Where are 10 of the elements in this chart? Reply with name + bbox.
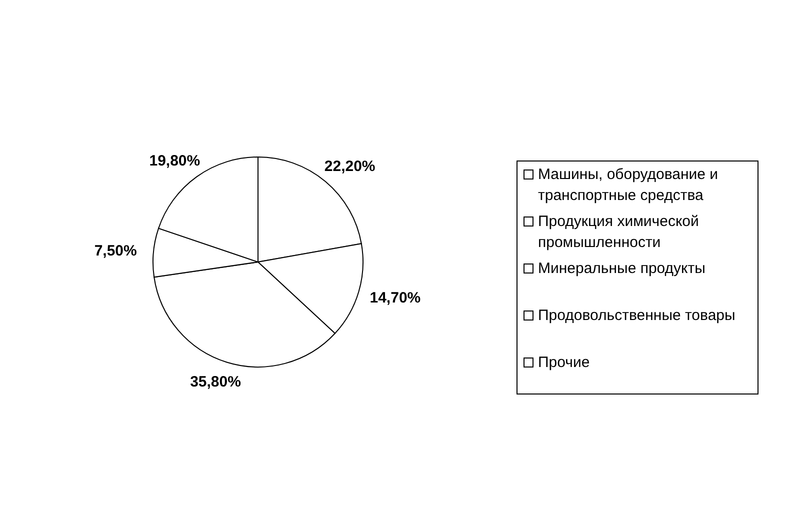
data-label: 19,80% xyxy=(149,152,200,170)
data-label: 35,80% xyxy=(190,373,241,390)
legend-label: Минеральные продукты xyxy=(538,260,706,277)
legend-label: Машины, оборудование и транспортные средства xyxy=(538,166,718,204)
legend-label: Продовольственные товары xyxy=(538,307,736,324)
legend-label: Прочие xyxy=(538,354,590,371)
data-label: 7,50% xyxy=(94,242,137,260)
data-label: 14,70% xyxy=(370,289,421,306)
data-label: 22,20% xyxy=(324,158,376,176)
legend-label: Продукция химической промышленности xyxy=(538,213,699,251)
